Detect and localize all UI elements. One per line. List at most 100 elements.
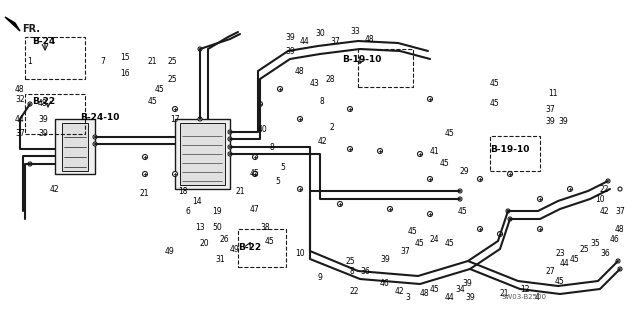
- Text: 17: 17: [170, 115, 180, 123]
- Circle shape: [28, 102, 32, 106]
- Text: 45: 45: [445, 240, 455, 249]
- Text: 32: 32: [15, 94, 24, 103]
- Text: 29: 29: [460, 167, 470, 175]
- Text: 50: 50: [212, 222, 221, 232]
- Bar: [238, 229, 286, 267]
- Circle shape: [428, 97, 433, 101]
- Text: 11: 11: [548, 90, 557, 99]
- Circle shape: [378, 149, 383, 153]
- Text: 43: 43: [310, 79, 320, 88]
- Text: 36: 36: [600, 249, 610, 258]
- Bar: [358, 49, 413, 87]
- Text: 48: 48: [615, 225, 625, 234]
- Text: 7: 7: [100, 56, 105, 65]
- Text: FR.: FR.: [22, 24, 40, 34]
- Text: 48: 48: [38, 100, 47, 108]
- Circle shape: [417, 152, 422, 157]
- Text: 45: 45: [265, 236, 275, 246]
- Circle shape: [508, 172, 513, 176]
- Text: 39: 39: [38, 115, 48, 123]
- Bar: [180, 123, 225, 185]
- Circle shape: [143, 154, 147, 160]
- Bar: [62, 123, 88, 171]
- Circle shape: [253, 154, 257, 160]
- Text: 39: 39: [462, 279, 472, 288]
- Text: B-24: B-24: [32, 36, 55, 46]
- Circle shape: [173, 172, 177, 176]
- Text: 49: 49: [165, 247, 175, 256]
- Text: 22: 22: [350, 286, 360, 295]
- Text: 25: 25: [168, 56, 178, 65]
- Text: 8: 8: [350, 266, 355, 276]
- Bar: [55, 119, 95, 174]
- Text: 20: 20: [200, 240, 210, 249]
- Text: 39: 39: [285, 33, 295, 41]
- Text: 25: 25: [345, 256, 355, 265]
- Text: 41: 41: [430, 146, 440, 155]
- Text: 42: 42: [395, 286, 404, 295]
- Bar: [175, 119, 230, 189]
- Text: 47: 47: [250, 204, 260, 213]
- Text: 45: 45: [458, 206, 468, 216]
- Circle shape: [228, 145, 232, 149]
- Text: 27: 27: [545, 266, 555, 276]
- Circle shape: [228, 152, 232, 156]
- Circle shape: [298, 187, 303, 191]
- Text: 4: 4: [535, 293, 540, 301]
- Text: 45: 45: [415, 240, 425, 249]
- Text: 37: 37: [15, 130, 25, 138]
- Text: B-22: B-22: [32, 97, 55, 106]
- Circle shape: [337, 202, 342, 206]
- Text: 24: 24: [430, 234, 440, 243]
- Text: 36: 36: [360, 266, 370, 276]
- Text: 23: 23: [555, 249, 564, 258]
- Text: 19: 19: [212, 206, 221, 216]
- Text: 48: 48: [365, 34, 374, 43]
- Text: 5: 5: [275, 176, 280, 186]
- Circle shape: [428, 211, 433, 217]
- Text: 3: 3: [405, 293, 410, 301]
- Circle shape: [298, 116, 303, 122]
- Circle shape: [198, 117, 202, 121]
- Text: 1: 1: [27, 56, 32, 65]
- Text: 45: 45: [430, 285, 440, 293]
- Text: 48: 48: [420, 290, 429, 299]
- Circle shape: [458, 197, 462, 201]
- Circle shape: [93, 142, 97, 146]
- Circle shape: [387, 206, 392, 211]
- Text: 44: 44: [300, 36, 310, 46]
- Text: 45: 45: [570, 255, 580, 263]
- Text: SW03-B2500: SW03-B2500: [502, 294, 547, 300]
- Circle shape: [28, 162, 32, 166]
- Text: 21: 21: [500, 290, 509, 299]
- Text: 37: 37: [330, 36, 340, 46]
- Circle shape: [506, 209, 510, 213]
- Text: 38: 38: [260, 222, 269, 232]
- Text: 5: 5: [280, 162, 285, 172]
- Text: 6: 6: [185, 206, 190, 216]
- Bar: [490, 136, 540, 171]
- Text: 21: 21: [140, 189, 150, 198]
- Text: 49: 49: [230, 244, 240, 254]
- Text: 12: 12: [520, 285, 529, 293]
- Circle shape: [477, 176, 483, 182]
- Circle shape: [568, 187, 573, 191]
- Circle shape: [278, 86, 282, 92]
- Circle shape: [497, 232, 502, 236]
- Circle shape: [616, 259, 620, 263]
- Text: 48: 48: [295, 66, 305, 76]
- Circle shape: [93, 135, 97, 139]
- Text: 39: 39: [465, 293, 475, 301]
- Text: 14: 14: [192, 197, 202, 205]
- Circle shape: [348, 107, 353, 112]
- Text: 39: 39: [38, 130, 48, 138]
- Text: 25: 25: [580, 244, 589, 254]
- Text: 8: 8: [320, 97, 324, 106]
- Text: 35: 35: [590, 240, 600, 249]
- Text: 33: 33: [350, 26, 360, 35]
- Text: 45: 45: [445, 130, 455, 138]
- Text: 15: 15: [120, 53, 130, 62]
- Text: 37: 37: [545, 105, 555, 114]
- Text: 42: 42: [600, 206, 610, 216]
- Circle shape: [606, 179, 610, 183]
